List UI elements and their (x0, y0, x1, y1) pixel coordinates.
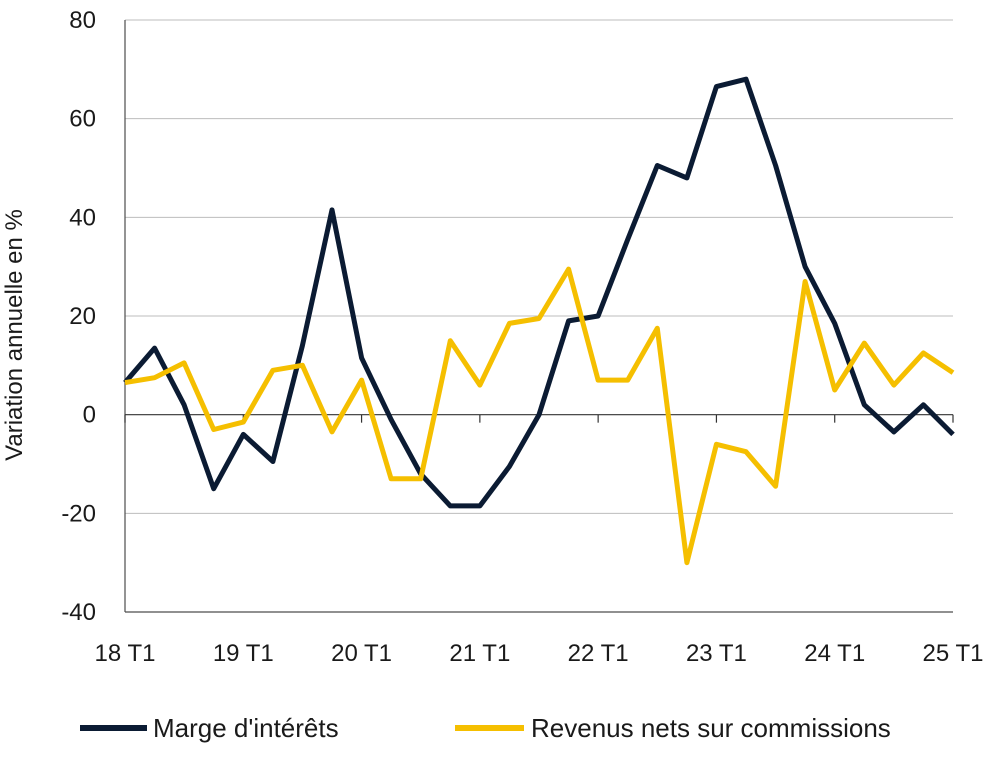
y-tick-label: -20 (61, 500, 96, 527)
legend-label-2: Revenus nets sur commissions (531, 713, 891, 743)
series-lines (123, 76, 955, 566)
legend: Marge d'intérêts Revenus nets sur commiss… (80, 713, 891, 743)
y-tick-label: 80 (69, 7, 96, 34)
y-tick-label: 20 (69, 303, 96, 330)
x-tick-label: 18 T1 (95, 640, 156, 667)
x-tick-label: 22 T1 (568, 640, 629, 667)
x-tick-label: 20 T1 (331, 640, 392, 667)
series-line-1 (123, 76, 955, 509)
x-tick-label: 19 T1 (213, 640, 274, 667)
y-axis-tick-labels: -40 -20 0 20 40 60 80 (61, 7, 96, 626)
series-line-2 (124, 266, 955, 566)
y-tick-label: 40 (69, 204, 96, 231)
x-tick-label: 23 T1 (686, 640, 747, 667)
y-tick-label: 60 (69, 106, 96, 133)
y-tick-label: 0 (83, 402, 96, 429)
y-tick-label: -40 (61, 599, 96, 626)
y-axis-title: Variation annuelle en % (1, 209, 28, 461)
legend-label-1: Marge d'intérêts (153, 713, 339, 743)
axes (124, 20, 954, 613)
x-tick-label: 25 T1 (923, 640, 984, 667)
x-axis-tick-labels: 18 T1 19 T1 20 T1 21 T1 22 T1 23 T1 24 T1 25 T1 (95, 640, 984, 667)
x-tick-label: 21 T1 (449, 640, 510, 667)
x-tick-label: 24 T1 (804, 640, 865, 667)
